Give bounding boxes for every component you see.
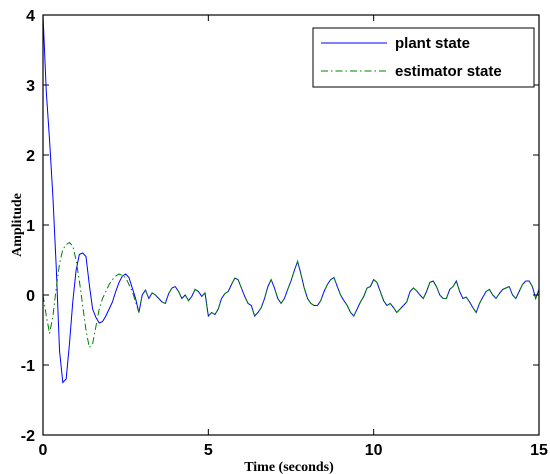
y-tick-label: 2 — [26, 148, 35, 165]
y-tick-label: 0 — [26, 288, 35, 305]
axis-tick-labels: 0 5 10 15 -2 -1 0 1 2 3 4 — [21, 8, 548, 459]
x-tick-label: 0 — [39, 442, 48, 459]
legend-label-plant-state: plant state — [395, 35, 470, 52]
y-tick-label: 3 — [26, 78, 35, 95]
series-line-estimator-state — [42, 241, 540, 349]
y-tick-label: 4 — [26, 8, 35, 25]
axis-ticks — [42, 14, 540, 436]
x-axis-label: Time (seconds) — [244, 460, 334, 474]
x-tick-label: 5 — [204, 442, 213, 459]
legend: plant state estimator state — [312, 27, 535, 88]
legend-box — [312, 27, 535, 88]
legend-label-estimator-state: estimator state — [395, 63, 502, 80]
plot-area — [42, 14, 540, 384]
y-tick-label: 1 — [26, 218, 35, 235]
y-tick-label: -1 — [21, 358, 35, 375]
y-axis-label: Amplitude — [10, 193, 25, 257]
x-tick-label: 15 — [530, 442, 548, 459]
x-tick-label: 10 — [365, 442, 383, 459]
y-tick-label: -2 — [21, 428, 35, 445]
